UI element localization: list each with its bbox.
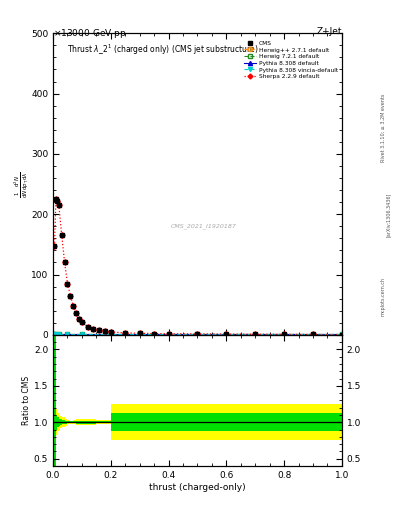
Y-axis label: $\frac{1}{\mathrm{d}N}\frac{\mathrm{d}^2 N}{\mathrm{d}p_\mathrm{T}\,\mathrm{d}\l: $\frac{1}{\mathrm{d}N}\frac{\mathrm{d}^2… bbox=[12, 170, 29, 198]
Text: mcplots.cern.ch: mcplots.cern.ch bbox=[381, 278, 386, 316]
Text: $\times$13000 GeV pp: $\times$13000 GeV pp bbox=[53, 27, 127, 39]
Y-axis label: Ratio to CMS: Ratio to CMS bbox=[22, 376, 31, 425]
Text: Rivet 3.1.10; ≥ 3.2M events: Rivet 3.1.10; ≥ 3.2M events bbox=[381, 94, 386, 162]
X-axis label: thrust (charged-only): thrust (charged-only) bbox=[149, 482, 246, 492]
Text: Z+Jet: Z+Jet bbox=[316, 27, 342, 36]
Text: Thrust $\lambda\_2^1$ (charged only) (CMS jet substructure): Thrust $\lambda\_2^1$ (charged only) (CM… bbox=[67, 42, 259, 57]
Text: [arXiv:1306.3436]: [arXiv:1306.3436] bbox=[386, 193, 391, 237]
Legend: CMS, Herwig++ 2.7.1 default, Herwig 7.2.1 default, Pythia 8.308 default, Pythia : CMS, Herwig++ 2.7.1 default, Herwig 7.2.… bbox=[242, 39, 339, 80]
Text: CMS_2021_I1920187: CMS_2021_I1920187 bbox=[170, 223, 236, 229]
